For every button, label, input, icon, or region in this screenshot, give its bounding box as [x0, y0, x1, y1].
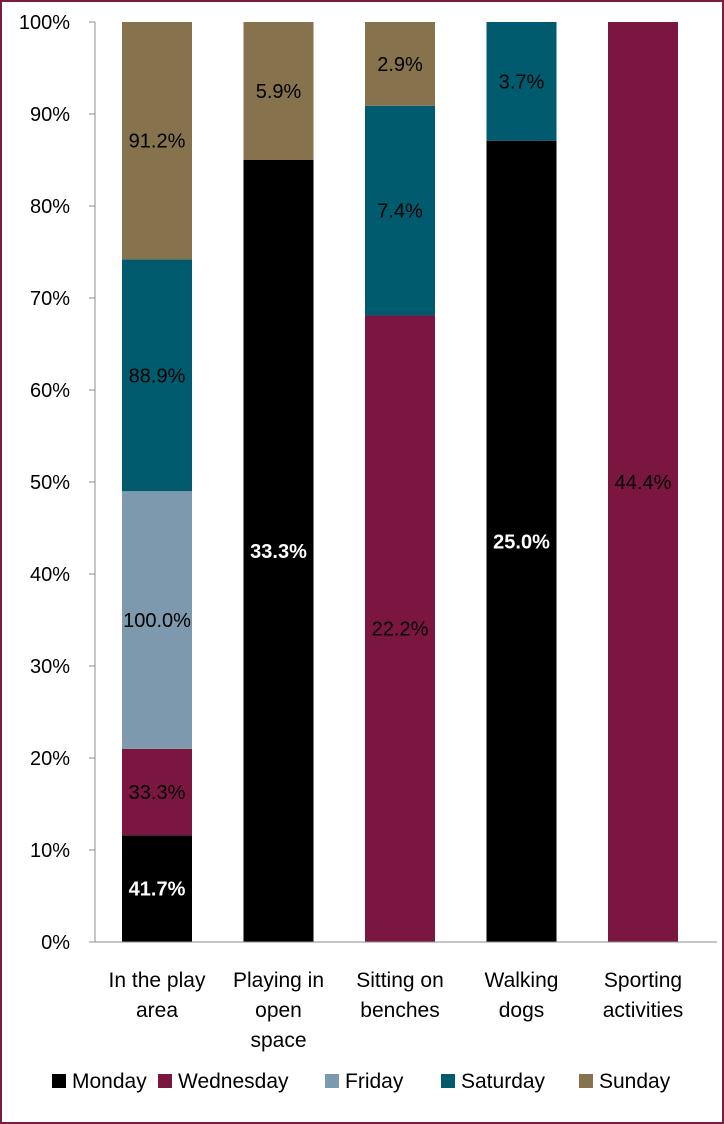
bar-segment-sunday-1	[243, 22, 314, 160]
legend-swatch-monday	[52, 1074, 66, 1088]
data-label-sunday-0: 91.2%	[129, 131, 186, 153]
legend-swatch-sunday	[579, 1074, 593, 1088]
y-tick-label: 20%	[30, 748, 70, 770]
axis-layer: 0% 10% 20% 30% 40% 50% 60% 70% 80% 90% 100% In the …	[19, 12, 717, 1052]
data-label-saturday-2: 7.4%	[377, 201, 423, 223]
y-tick-label: 0%	[41, 932, 70, 954]
x-category-label: Sitting on benches	[356, 969, 444, 1022]
bar-segment-wednesday-4	[608, 22, 678, 942]
data-label-saturday-3: 3.7%	[499, 71, 545, 93]
data-label-monday-3: 25.0%	[493, 531, 550, 553]
bar-segment-monday-1	[243, 160, 314, 942]
bar-segment-saturday-3	[486, 22, 557, 141]
x-category-label: Walking dogs	[485, 969, 559, 1022]
legend-swatch-saturday	[441, 1074, 455, 1088]
data-label-wednesday-2: 22.2%	[372, 619, 429, 641]
legend-label-friday: Friday	[345, 1070, 404, 1093]
y-tick-label: 30%	[30, 656, 70, 678]
bar-segment-friday-0	[122, 491, 192, 749]
y-tick-label: 50%	[30, 472, 70, 494]
bar-segment-saturday-0	[122, 259, 192, 492]
y-tick-label: 40%	[30, 564, 70, 586]
y-tick-label: 90%	[30, 104, 70, 126]
legend-label-sunday: Sunday	[599, 1070, 671, 1093]
y-tick-label: 60%	[30, 380, 70, 402]
bar-segment-sunday-0	[122, 22, 192, 260]
data-label-sunday-2: 2.9%	[377, 54, 423, 76]
x-category-label: Playing in open space	[233, 969, 324, 1052]
bar-segment-monday-3	[486, 140, 557, 942]
bar-segment-sunday-2	[365, 22, 435, 106]
data-label-friday-0: 100.0%	[123, 610, 191, 632]
data-label-monday-1: 33.3%	[250, 541, 307, 563]
bar-segment-wednesday-0	[122, 748, 192, 836]
bar-segment-wednesday-2	[365, 315, 435, 943]
bar-segment-saturday-2	[365, 105, 435, 316]
bars-layer	[122, 22, 678, 943]
legend-label-monday: Monday	[72, 1070, 147, 1093]
legend: Monday Wednesday Friday Saturday Sunday	[52, 1070, 671, 1093]
data-label-monday-0: 41.7%	[129, 879, 186, 901]
data-labels-layer: 41.7% 33.3% 100.0% 88.9% 91.2% 33.3% 5.9% 22.2%…	[123, 54, 671, 901]
y-tick-label: 70%	[30, 288, 70, 310]
legend-label-saturday: Saturday	[461, 1070, 546, 1093]
y-tick-label: 10%	[30, 840, 70, 862]
data-label-saturday-0: 88.9%	[129, 365, 186, 387]
legend-swatch-friday	[325, 1074, 339, 1088]
x-category-label: In the play area	[109, 969, 206, 1022]
y-tick-label: 100%	[19, 12, 70, 34]
legend-swatch-wednesday	[158, 1074, 172, 1088]
data-label-wednesday-4: 44.4%	[615, 472, 672, 494]
data-label-wednesday-0: 33.3%	[129, 782, 186, 804]
data-label-sunday-1: 5.9%	[256, 81, 302, 103]
bar-segment-monday-0	[122, 835, 192, 942]
x-category-label: Sporting activities	[603, 969, 684, 1022]
y-tick-label: 80%	[30, 196, 70, 218]
legend-label-wednesday: Wednesday	[178, 1070, 289, 1093]
